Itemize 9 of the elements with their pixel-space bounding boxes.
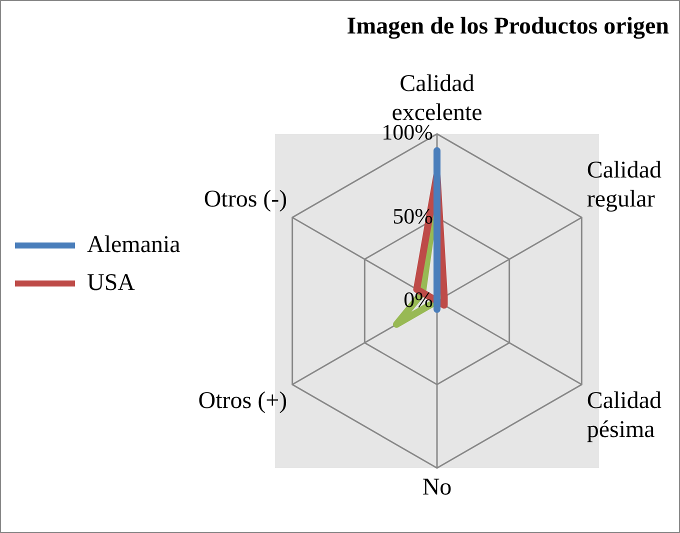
spoke-label: No — [422, 474, 452, 501]
y-tick-label: 0% — [404, 286, 433, 312]
spoke-label: Calidad regular — [586, 158, 662, 212]
spoke-label: Calidad pésima — [586, 388, 662, 444]
chart-title: Imagen de los Productos origen — [346, 14, 669, 40]
legend-label: USA — [87, 270, 136, 296]
legend-label: Alemania — [87, 232, 181, 258]
spoke-label: Otros (+) — [198, 388, 288, 414]
spoke-label: Otros (-) — [204, 186, 288, 212]
